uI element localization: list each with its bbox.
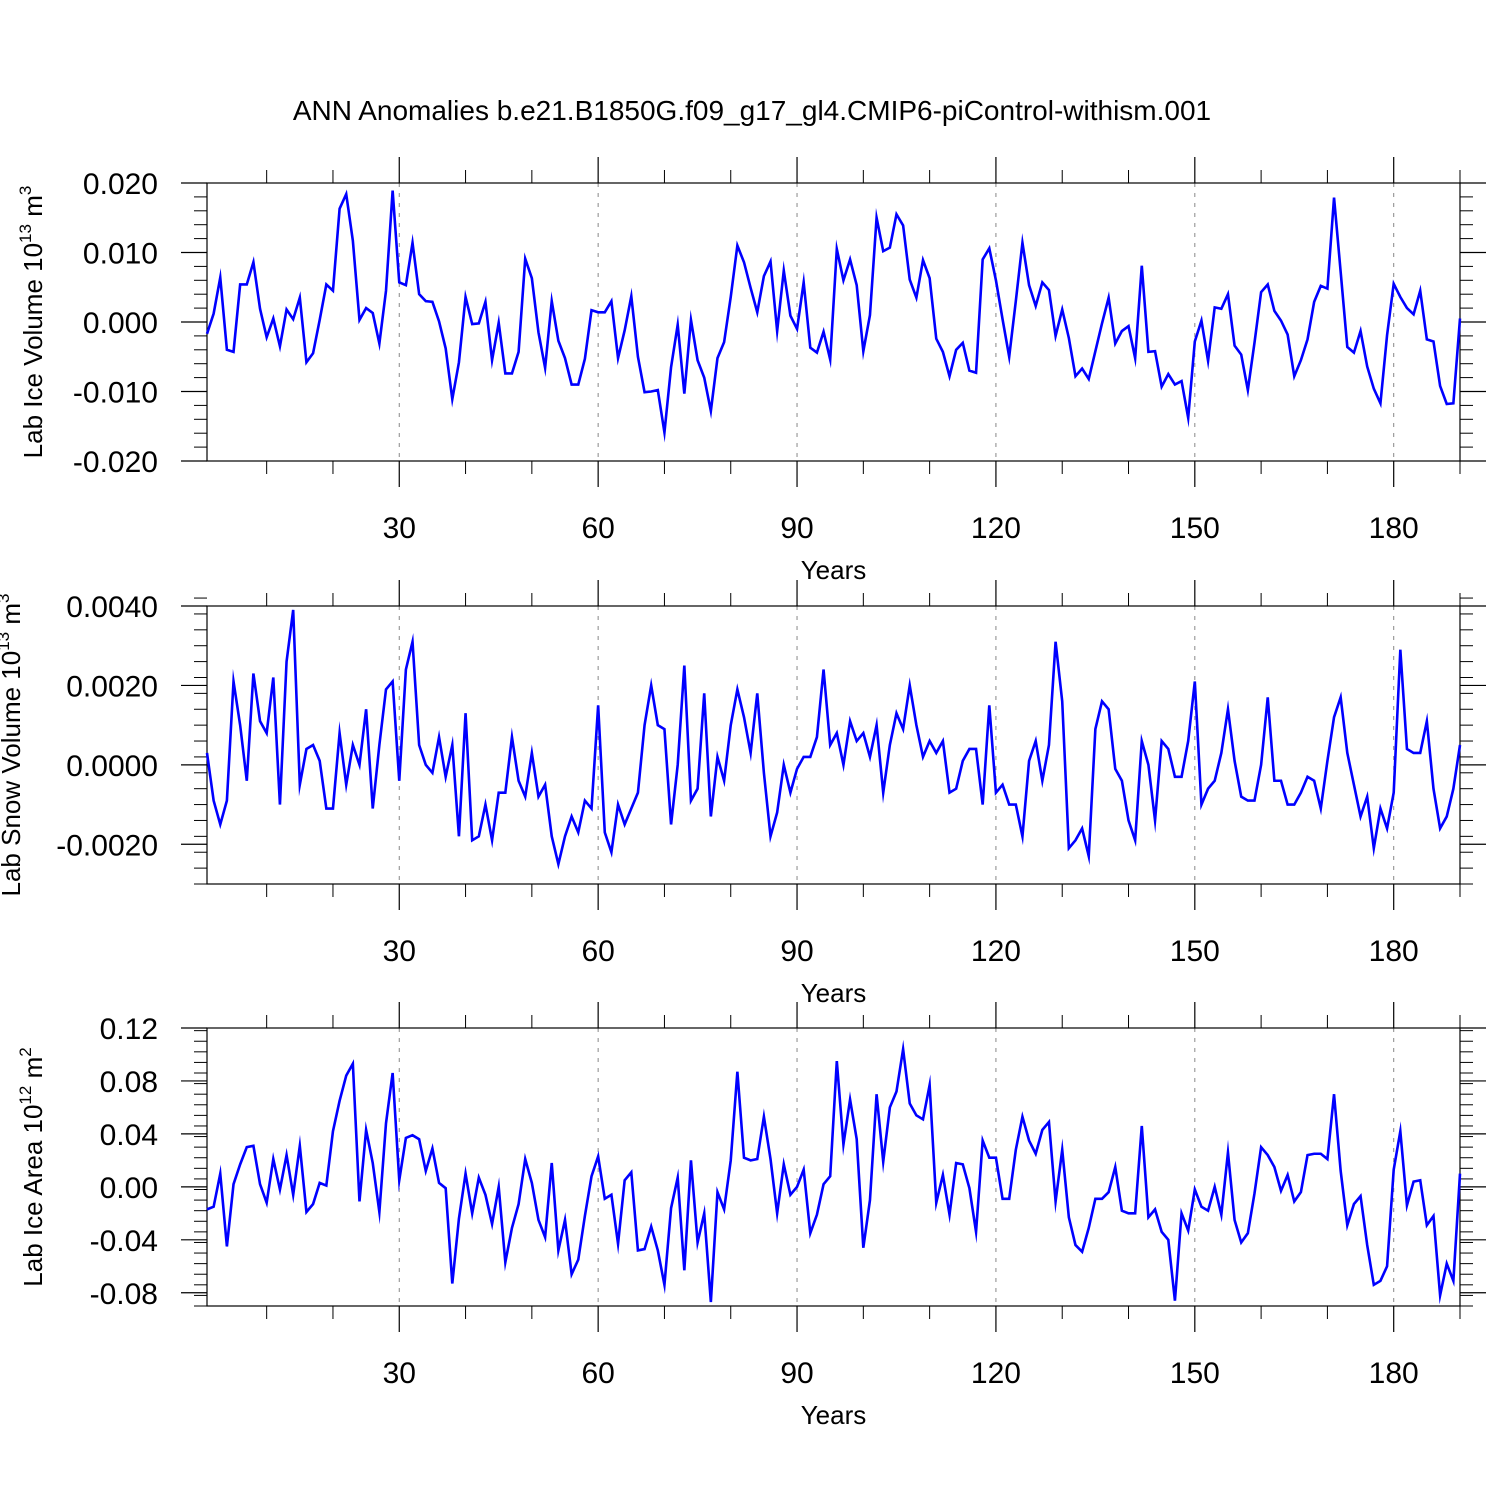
panel-3: 0.12 0.08 0.04 0.00 -0.04 -0.08 30 60 90 120 150 18… xyxy=(16,1002,1486,1430)
y-tick-label: 0.010 xyxy=(83,238,158,271)
y-tick-label: 0.08 xyxy=(100,1066,158,1099)
y-tick-label: 0.0000 xyxy=(66,750,158,783)
y-tick-label: 0.0040 xyxy=(66,591,158,624)
x-tick-label: 180 xyxy=(1369,1357,1419,1390)
y-axis-label-unit-exp: 13 xyxy=(16,224,35,243)
x-tick-label: 150 xyxy=(1170,1357,1220,1390)
y-axis-label-ylabel: Lab Ice Area xyxy=(18,1133,48,1286)
x-tick-label: 180 xyxy=(1369,512,1419,545)
x-tick-label: 30 xyxy=(383,1357,416,1390)
x-tick-label: 90 xyxy=(780,935,813,968)
x-tick-label: 60 xyxy=(581,1357,614,1390)
x-axis-label: Years xyxy=(801,555,867,585)
y-axis-label-ylabel: Lab Snow Volume xyxy=(0,680,26,897)
y-tick-label: 0.020 xyxy=(83,168,158,201)
y-axis-label-unit-base: 10 xyxy=(0,651,26,680)
panel-2: 0.0040 0.0020 0.0000 -0.0020 30 60 90 120 150 180… xyxy=(0,580,1486,1008)
y-axis-label: Lab Ice Volume 1013 m3 xyxy=(16,186,48,459)
plot-frame xyxy=(206,1027,1461,1307)
y-tick-label: -0.020 xyxy=(73,446,158,479)
x-tick-label: 150 xyxy=(1170,512,1220,545)
panel-1: 0.020 0.010 0.000 -0.010 -0.020 30 60 90 120 150 1… xyxy=(16,157,1486,585)
series-line xyxy=(205,609,1462,870)
x-tick-label: 30 xyxy=(383,935,416,968)
y-tick-label: -0.0020 xyxy=(56,829,158,862)
y-tick-label: 0.00 xyxy=(100,1172,158,1205)
y-axis-label-unit-exp: 12 xyxy=(16,1086,35,1105)
panels: 0.020 0.010 0.000 -0.010 -0.020 30 60 90 120 150 1… xyxy=(0,157,1486,1430)
x-tick-label: 60 xyxy=(581,512,614,545)
y-axis-label-unit-sym: m xyxy=(0,603,26,632)
x-tick-label: 120 xyxy=(971,935,1021,968)
y-tick-label: 0.04 xyxy=(100,1119,158,1152)
figure-title: ANN Anomalies b.e21.B1850G.f09_g17_gl4.C… xyxy=(293,95,1211,126)
x-axis-label: Years xyxy=(801,1400,867,1430)
y-axis-label-unit-base: 10 xyxy=(18,243,48,272)
x-tick-label: 120 xyxy=(971,1357,1021,1390)
y-axis-label-unit-sym: m xyxy=(18,1057,48,1086)
x-axis-label: Years xyxy=(801,978,867,1008)
series-line xyxy=(206,1039,1462,1305)
series-line xyxy=(205,189,1462,443)
x-tick-label: 90 xyxy=(780,512,813,545)
y-axis-label: Lab Ice Area 1012 m2 xyxy=(16,1047,48,1286)
x-tick-label: 120 xyxy=(971,512,1021,545)
y-tick-label: -0.04 xyxy=(90,1225,158,1258)
y-axis-label-unit-exp: 13 xyxy=(0,632,13,651)
y-axis-label-unit-sym-exp: 2 xyxy=(16,1047,35,1056)
y-tick-label: -0.08 xyxy=(90,1278,158,1311)
y-tick-label: -0.010 xyxy=(73,377,158,410)
x-tick-label: 180 xyxy=(1369,935,1419,968)
x-tick-label: 60 xyxy=(581,935,614,968)
y-axis-label-unit-sym: m xyxy=(18,195,48,224)
y-axis-label-unit-sym-exp: 3 xyxy=(0,593,13,602)
y-tick-label: 0.000 xyxy=(83,307,158,340)
x-tick-label: 30 xyxy=(383,512,416,545)
y-axis-label-unit-base: 10 xyxy=(18,1105,48,1134)
y-axis-label: Lab Snow Volume 1013 m3 xyxy=(0,593,26,896)
y-axis-label-ylabel: Lab Ice Volume xyxy=(18,272,48,458)
y-axis-label-unit-sym-exp: 3 xyxy=(16,186,35,195)
x-tick-label: 90 xyxy=(780,1357,813,1390)
y-tick-label: 0.0020 xyxy=(66,670,158,703)
x-tick-label: 150 xyxy=(1170,935,1220,968)
y-tick-label: 0.12 xyxy=(100,1013,158,1046)
